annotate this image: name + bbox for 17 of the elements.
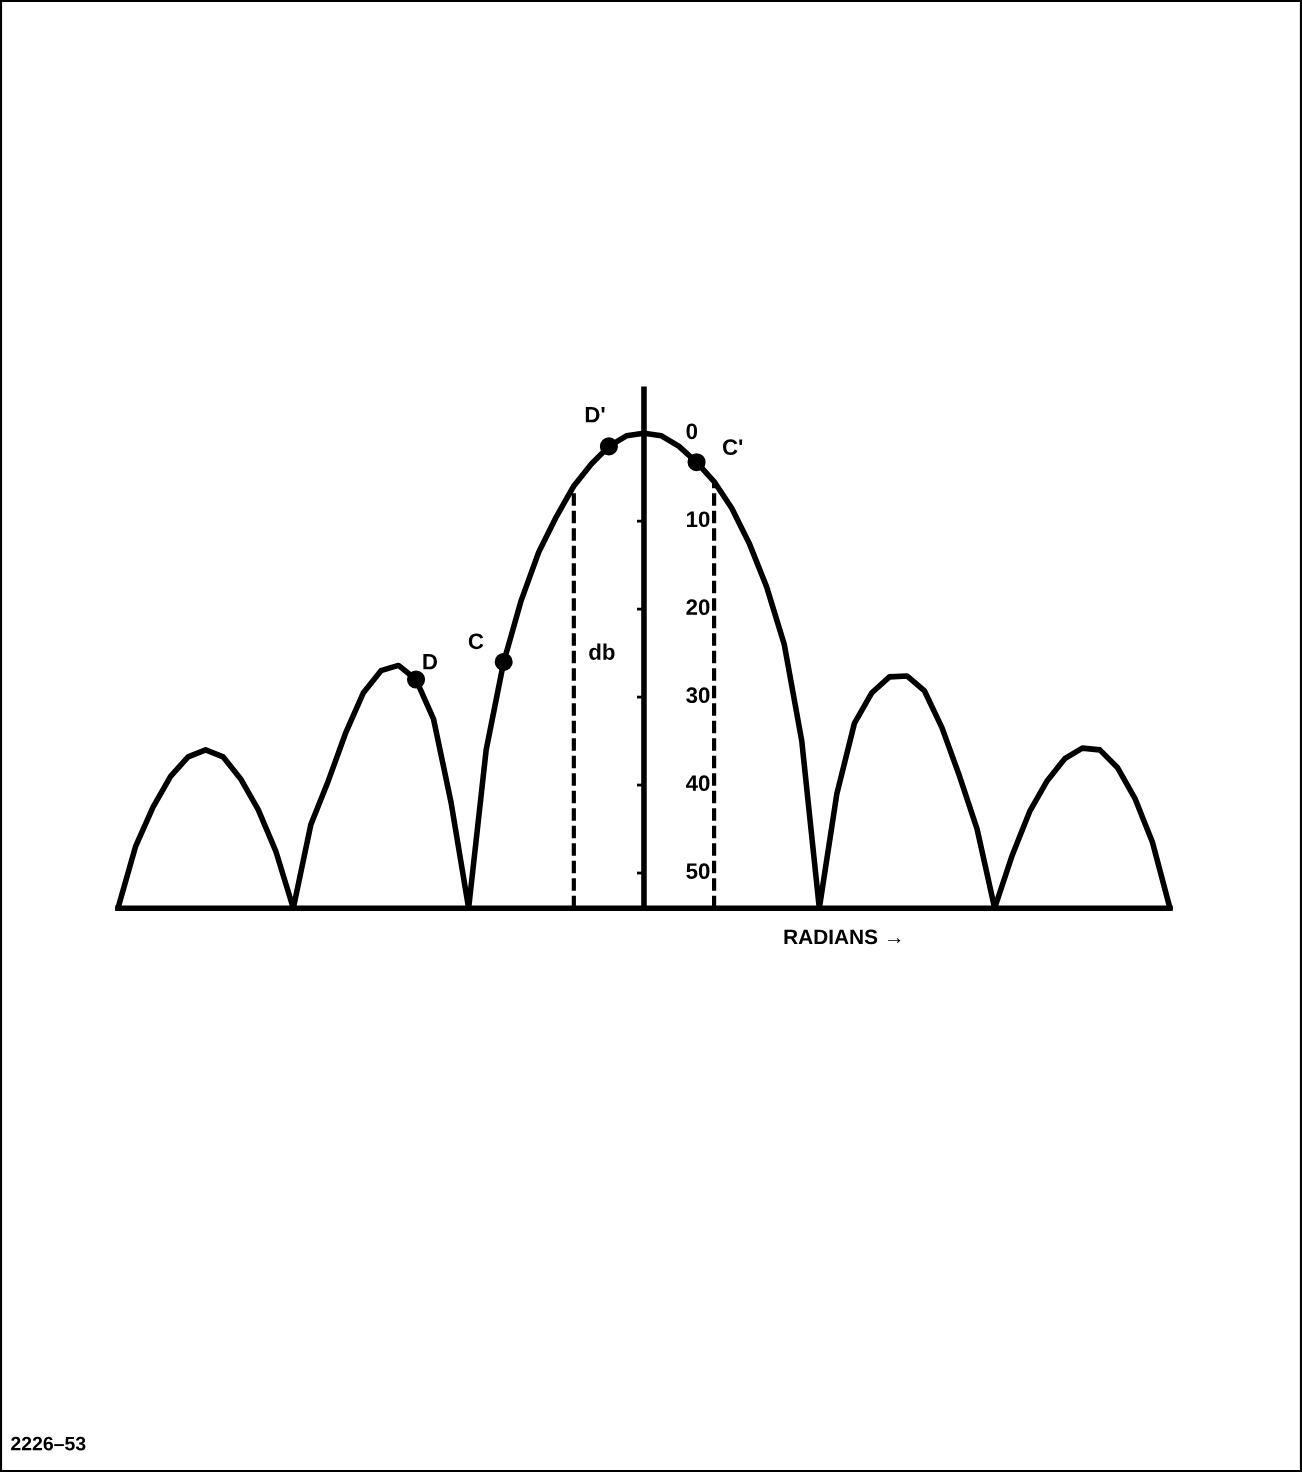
x-axis-title: RADIANS → — [784, 929, 901, 945]
text: 2226–53 — [11, 1436, 86, 1451]
y-tick-label: 0 — [686, 423, 698, 440]
y-tick-label: 40 — [685, 775, 710, 792]
y-tick-label: 20 — [686, 599, 710, 616]
point — [407, 670, 426, 689]
point — [687, 453, 706, 472]
y-axis-title: db — [589, 643, 615, 660]
point — [494, 652, 513, 671]
y-tick-label: 10 — [687, 511, 710, 528]
data-label: C' — [722, 439, 743, 456]
data-label: D' — [585, 407, 605, 423]
y-tick-label: 30 — [686, 687, 710, 704]
y-tick-label: 50 — [686, 863, 710, 879]
data-label: D — [423, 654, 438, 670]
point — [599, 437, 618, 456]
data-label: C — [468, 633, 484, 650]
